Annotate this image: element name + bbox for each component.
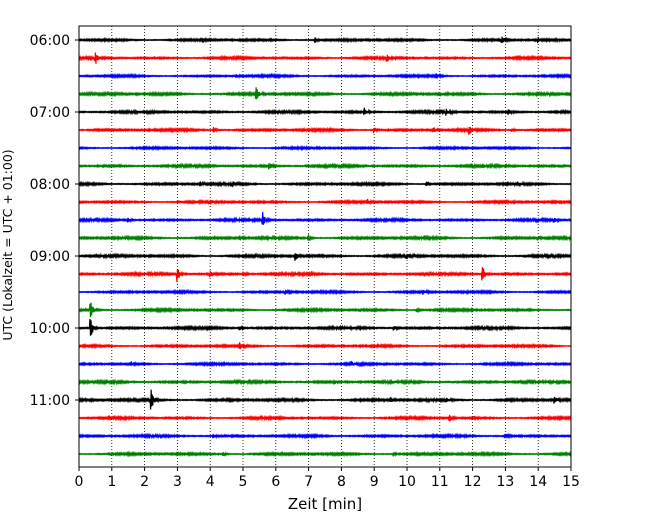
trace-0945 bbox=[78, 302, 572, 318]
trace-0745 bbox=[78, 162, 572, 170]
y-tick-label: 10:00 bbox=[30, 321, 70, 337]
trace-0730 bbox=[78, 144, 572, 152]
trace-0800 bbox=[78, 180, 572, 188]
y-tick-label: 11:00 bbox=[30, 393, 70, 409]
x-tick-label: 12 bbox=[464, 474, 482, 490]
x-tick-label: 15 bbox=[562, 474, 580, 490]
trace-1130 bbox=[78, 432, 572, 440]
axis-layer: 0 1 2 3 4 5 6 7 8 9 10 11 12 13 14 1506:0007:0008:0009:… bbox=[30, 25, 580, 490]
trace-0630 bbox=[78, 72, 572, 80]
trace-0915 bbox=[78, 267, 572, 282]
x-tick-label: 14 bbox=[529, 474, 547, 490]
trace-1045 bbox=[78, 378, 572, 386]
trace-0600 bbox=[78, 36, 572, 44]
plot-frame bbox=[78, 25, 572, 468]
x-tick-label: 7 bbox=[304, 474, 313, 490]
y-tick-label: 08:00 bbox=[30, 177, 70, 193]
trace-0700 bbox=[78, 107, 572, 116]
trace-1015 bbox=[78, 342, 572, 350]
trace-1115 bbox=[78, 414, 572, 422]
trace-0830 bbox=[78, 211, 572, 225]
trace-0930 bbox=[78, 288, 572, 296]
trace-0815 bbox=[78, 198, 572, 206]
trace-0645 bbox=[78, 87, 572, 100]
x-tick-label: 10 bbox=[398, 474, 416, 490]
x-tick-label: 0 bbox=[75, 474, 84, 490]
x-tick-label: 1 bbox=[107, 474, 116, 490]
x-tick-label: 3 bbox=[173, 474, 182, 490]
trace-0845 bbox=[78, 234, 572, 242]
x-tick-label: 13 bbox=[496, 474, 514, 490]
x-tick-label: 9 bbox=[370, 474, 379, 490]
y-tick-label: 09:00 bbox=[30, 249, 70, 265]
trace-0900 bbox=[78, 252, 572, 261]
trace-1145 bbox=[78, 450, 572, 458]
x-axis-label: Zeit [min] bbox=[288, 495, 362, 513]
x-tick-label: 5 bbox=[239, 474, 248, 490]
x-tick-label: 2 bbox=[140, 474, 149, 490]
trace-0615 bbox=[78, 52, 572, 64]
y-tick-label: 07:00 bbox=[30, 105, 70, 121]
trace-1000 bbox=[78, 318, 572, 336]
trace-1100 bbox=[78, 389, 572, 410]
x-tick-label: 4 bbox=[206, 474, 215, 490]
x-tick-label: 8 bbox=[337, 474, 346, 490]
y-axis-label: UTC (Lokalzeit = UTC + 01:00) bbox=[0, 149, 15, 340]
trace-layer bbox=[78, 36, 572, 458]
trace-0715 bbox=[78, 126, 572, 135]
y-tick-label: 06:00 bbox=[30, 33, 70, 49]
trace-1030 bbox=[78, 360, 572, 368]
x-tick-label: 11 bbox=[431, 474, 449, 490]
x-tick-label: 6 bbox=[271, 474, 280, 490]
